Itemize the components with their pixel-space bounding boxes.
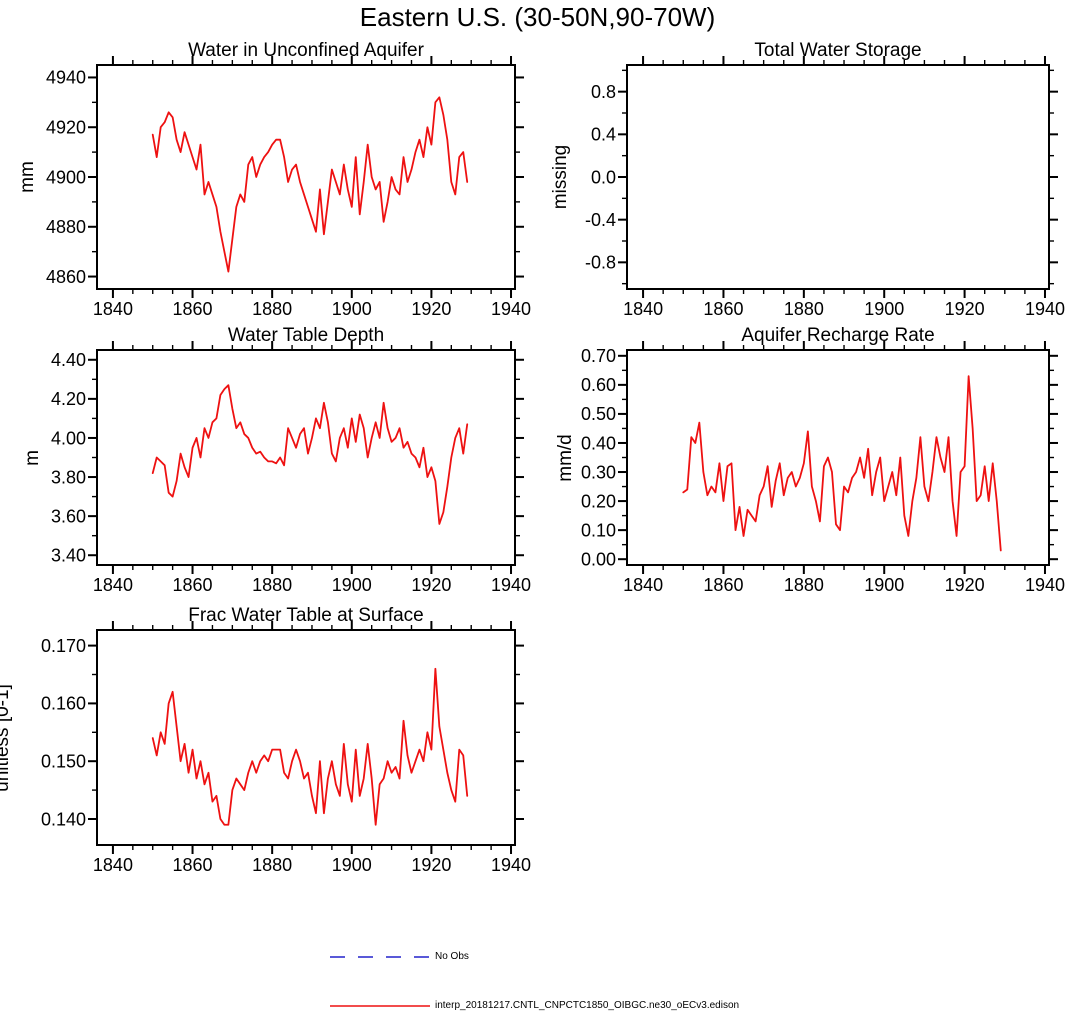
plot-area: 1840 1860 1880 1900 1920 1940 0.140 0.150 0.160 0… [41,621,531,875]
svg-text:4940: 4940 [46,68,86,88]
svg-text:1880: 1880 [252,855,292,875]
chart-frac-water-table-at-surface: Frac Water Table at Surface unitless [0-… [0,605,531,875]
y-axis-label: mm/d [555,433,576,482]
chart-water-in-unconfined-aquifer: Water in Unconfined Aquifer mm 1840 1860 1… [17,40,531,319]
svg-text:1860: 1860 [173,575,213,595]
svg-text:-0.4: -0.4 [585,210,616,230]
svg-text:1900: 1900 [332,855,372,875]
svg-text:1940: 1940 [491,299,531,319]
svg-text:1880: 1880 [784,575,824,595]
chart-title: Water Table Depth [227,325,385,346]
svg-text:0.30: 0.30 [581,462,616,482]
y-axis-label: m [22,449,43,466]
svg-text:0.40: 0.40 [581,433,616,453]
chart-title: Total Water Storage [754,40,922,61]
svg-text:1940: 1940 [1025,575,1065,595]
plot-area: 1840 1860 1880 1900 1920 1940 3.40 3.60 3.80 4.00… [51,341,531,595]
svg-text:4.20: 4.20 [51,389,86,409]
svg-text:1860: 1860 [703,575,743,595]
svg-text:1860: 1860 [173,855,213,875]
svg-text:1920: 1920 [411,575,451,595]
chart-total-water-storage: Total Water Storage missing 1840 1860 1880… [550,40,1065,319]
svg-text:0.50: 0.50 [581,404,616,424]
chart-title: Aquifer Recharge Rate [741,325,935,346]
plot-area: 1840 1860 1880 1900 1920 1940 -0.8 -0.4 0.0 0.4 0.… [585,56,1065,319]
svg-text:0.140: 0.140 [41,809,86,829]
svg-text:0.150: 0.150 [41,751,86,771]
y-axis-label: missing [550,144,571,210]
svg-text:1840: 1840 [93,299,133,319]
svg-text:1920: 1920 [411,855,451,875]
svg-text:0.10: 0.10 [581,520,616,540]
svg-text:1860: 1860 [703,299,743,319]
svg-text:3.60: 3.60 [51,506,86,526]
svg-text:1900: 1900 [864,299,904,319]
legend-label-model-run: interp_20181217.CNTL_CNPCTC1850_OIBGC.ne… [435,1000,740,1011]
svg-text:0.8: 0.8 [591,82,616,102]
model-run-solid-line-icon [330,1004,430,1007]
svg-text:0.70: 0.70 [581,346,616,366]
svg-text:1840: 1840 [93,575,133,595]
svg-text:0.20: 0.20 [581,491,616,511]
svg-text:3.80: 3.80 [51,467,86,487]
svg-text:4900: 4900 [46,167,86,187]
svg-text:1840: 1840 [93,855,133,875]
plot-area: 1840 1860 1880 1900 1920 1940 4860 4880 4900 4920… [46,56,531,319]
svg-text:1880: 1880 [784,299,824,319]
legend-label-no-obs: No Obs [435,951,469,962]
svg-text:1940: 1940 [1025,299,1065,319]
svg-text:1880: 1880 [252,575,292,595]
chart-title: Water in Unconfined Aquifer [188,40,424,61]
chart-water-table-depth: Water Table Depth m 1840 1860 1880 1900 1920… [22,325,531,595]
legend-item-model-run: interp_20181217.CNTL_CNPCTC1850_OIBGC.ne… [330,1000,739,1011]
svg-text:0.170: 0.170 [41,636,86,656]
svg-text:1880: 1880 [252,299,292,319]
svg-text:1920: 1920 [945,299,985,319]
y-axis-label: unitless [0-1] [0,683,13,792]
svg-text:0.00: 0.00 [581,549,616,569]
svg-text:1900: 1900 [332,299,372,319]
svg-text:0.0: 0.0 [591,167,616,187]
svg-text:1920: 1920 [411,299,451,319]
chart-title: Frac Water Table at Surface [188,605,424,626]
svg-text:1900: 1900 [332,575,372,595]
svg-text:1860: 1860 [173,299,213,319]
svg-text:1900: 1900 [864,575,904,595]
no-obs-dashed-line-icon [330,955,430,958]
chart-aquifer-recharge-rate: Aquifer Recharge Rate mm/d 1840 1860 1880 1… [555,325,1065,595]
svg-text:1940: 1940 [491,575,531,595]
svg-text:3.40: 3.40 [51,546,86,566]
svg-text:4860: 4860 [46,267,86,287]
svg-text:0.160: 0.160 [41,694,86,714]
svg-text:1840: 1840 [623,299,663,319]
svg-text:1920: 1920 [945,575,985,595]
svg-text:0.60: 0.60 [581,375,616,395]
figure-title: Eastern U.S. (30-50N,90-70W) [359,2,716,32]
svg-text:0.4: 0.4 [591,125,616,145]
svg-text:4920: 4920 [46,118,86,138]
y-axis-label: mm [17,161,38,193]
svg-text:1840: 1840 [623,575,663,595]
svg-text:4.40: 4.40 [51,350,86,370]
svg-text:1940: 1940 [491,855,531,875]
plot-area: 1840 1860 1880 1900 1920 1940 0.00 0.10 0.20 0.30… [581,341,1065,595]
svg-text:4.00: 4.00 [51,428,86,448]
svg-text:-0.8: -0.8 [585,253,616,273]
legend-item-no-obs: No Obs [330,951,469,962]
svg-text:4880: 4880 [46,217,86,237]
